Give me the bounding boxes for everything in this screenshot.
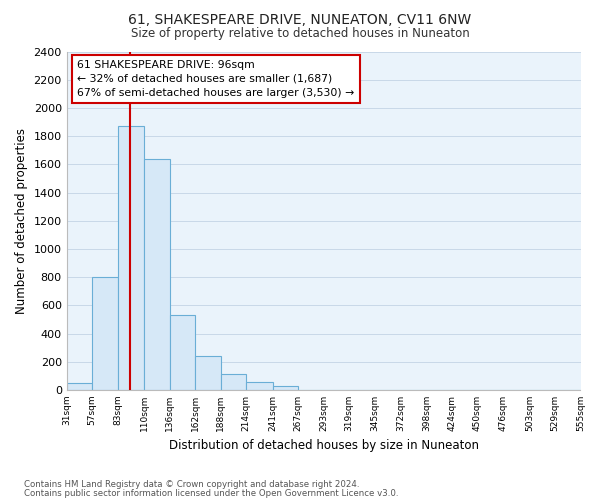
- Y-axis label: Number of detached properties: Number of detached properties: [15, 128, 28, 314]
- Bar: [195, 356, 221, 390]
- Text: Contains HM Land Registry data © Crown copyright and database right 2024.: Contains HM Land Registry data © Crown c…: [24, 480, 359, 489]
- Bar: [272, 386, 298, 390]
- Text: Size of property relative to detached houses in Nuneaton: Size of property relative to detached ho…: [131, 28, 469, 40]
- Bar: [246, 382, 272, 390]
- Bar: [221, 374, 246, 390]
- Text: 61, SHAKESPEARE DRIVE, NUNEATON, CV11 6NW: 61, SHAKESPEARE DRIVE, NUNEATON, CV11 6N…: [128, 12, 472, 26]
- Bar: [170, 315, 195, 390]
- Text: 61 SHAKESPEARE DRIVE: 96sqm
← 32% of detached houses are smaller (1,687)
67% of : 61 SHAKESPEARE DRIVE: 96sqm ← 32% of det…: [77, 60, 354, 98]
- Bar: [67, 383, 92, 390]
- Bar: [144, 158, 170, 390]
- Bar: [118, 126, 144, 390]
- Text: Contains public sector information licensed under the Open Government Licence v3: Contains public sector information licen…: [24, 489, 398, 498]
- Bar: [92, 277, 118, 390]
- X-axis label: Distribution of detached houses by size in Nuneaton: Distribution of detached houses by size …: [169, 440, 479, 452]
